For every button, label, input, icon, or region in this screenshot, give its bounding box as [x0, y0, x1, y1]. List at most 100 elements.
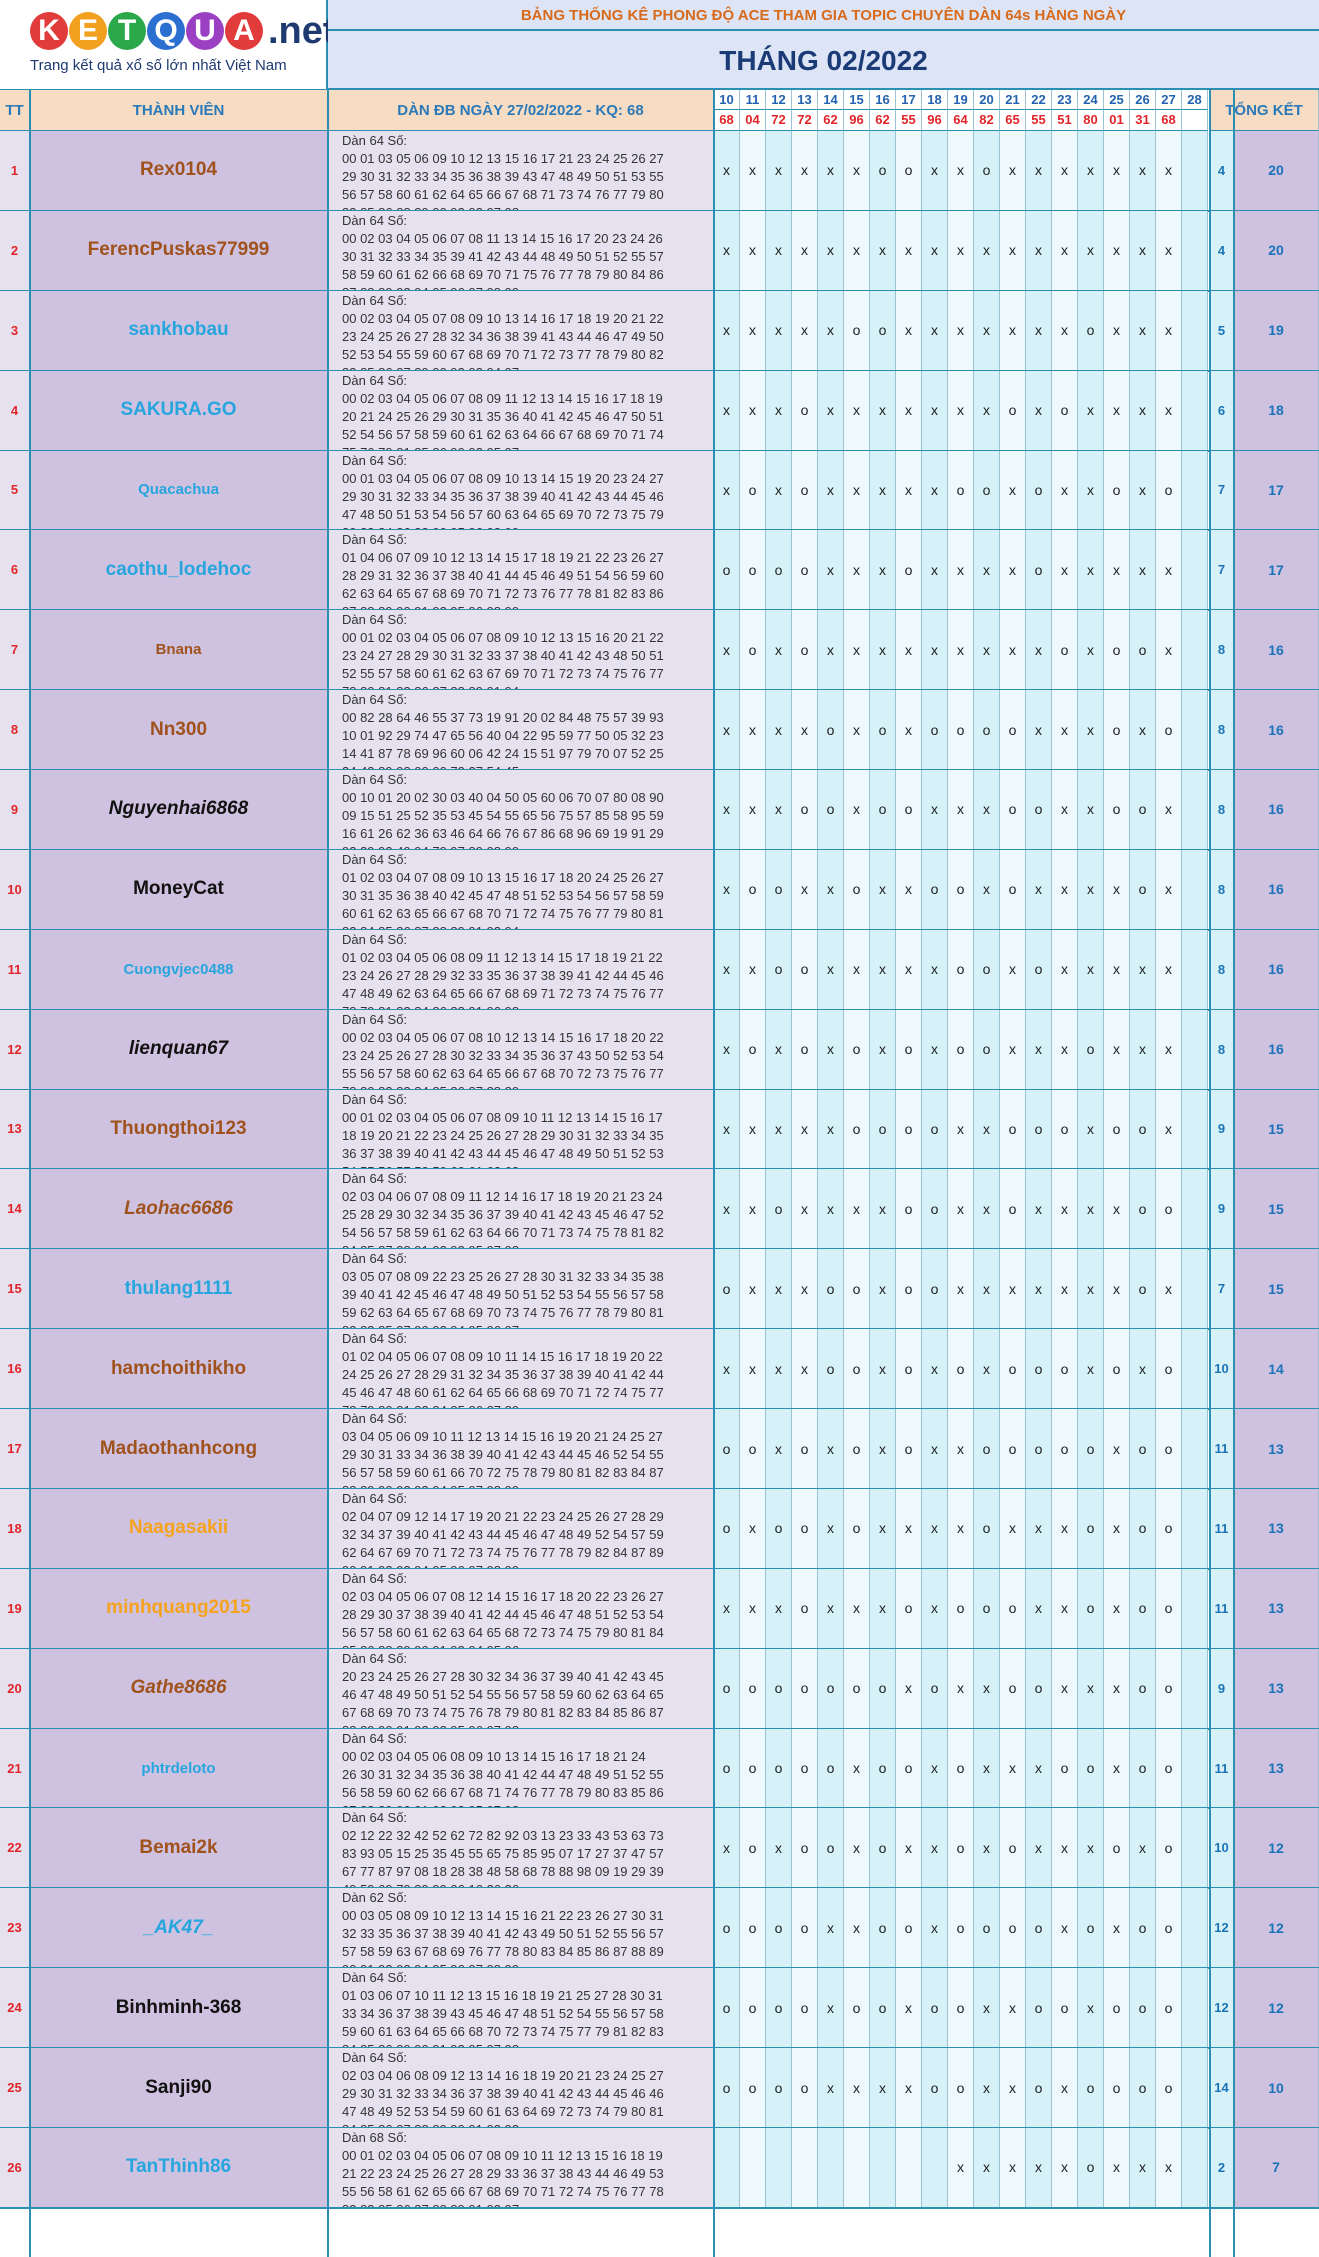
- member-name[interactable]: Sanji90: [30, 2048, 328, 2128]
- number-set: Dàn 64 Số: 01 02 04 05 06 07 08 09 10 11 …: [328, 1329, 714, 1410]
- member-name[interactable]: Quacachua: [30, 450, 328, 531]
- result-mark: x: [1026, 1808, 1052, 1889]
- member-name[interactable]: phtrdeloto: [30, 1728, 328, 1809]
- result-mark: x: [1078, 370, 1104, 451]
- day-header: 23: [1052, 90, 1078, 110]
- member-name[interactable]: minhquang2015: [30, 1568, 328, 1649]
- result-mark: x: [844, 929, 870, 1010]
- member-name[interactable]: SAKURA.GO: [30, 370, 328, 451]
- result-mark: x: [1130, 2128, 1156, 2208]
- member-name[interactable]: FerencPuskas77999: [30, 210, 328, 291]
- miss-count: 8: [1210, 690, 1234, 771]
- result-mark: x: [766, 450, 792, 531]
- result-mark: x: [844, 610, 870, 691]
- result-mark: o: [1104, 1968, 1130, 2049]
- member-name[interactable]: Naagasakii: [30, 1488, 328, 1569]
- member-name[interactable]: hamchoithikho: [30, 1329, 328, 1410]
- result-mark: x: [1026, 1728, 1052, 1809]
- number-set-line: 87 88 89 90 91 93 95 96 98 99: [342, 603, 713, 609]
- result-mark: o: [766, 2048, 792, 2128]
- result-mark: o: [896, 1169, 922, 1250]
- number-set-line: 09 15 51 25 52 35 53 45 54 55 65 56 75 5…: [342, 808, 664, 824]
- result-mark: o: [1078, 1568, 1104, 1649]
- logo-net: .net: [268, 9, 336, 52]
- member-name[interactable]: Gathe8686: [30, 1648, 328, 1729]
- member-name[interactable]: TanThinh86: [30, 2128, 328, 2208]
- number-set-line: 59 62 63 64 65 67 68 69 70 73 74 75 76 7…: [342, 1305, 664, 1321]
- result-mark: x: [714, 770, 740, 850]
- member-name[interactable]: sankhobau: [30, 290, 328, 371]
- member-name[interactable]: Binhminh-368: [30, 1968, 328, 2049]
- result-mark: [1182, 131, 1208, 211]
- result-mark: x: [1026, 690, 1052, 771]
- result-mark: o: [948, 1808, 974, 1889]
- result-mark: x: [1000, 1968, 1026, 2049]
- day-result: [1182, 110, 1208, 131]
- result-mark: x: [766, 690, 792, 771]
- member-name[interactable]: Madaothanhcong: [30, 1409, 328, 1489]
- result-mark: o: [1156, 1968, 1182, 2049]
- result-mark: x: [896, 2048, 922, 2128]
- result-mark: x: [740, 770, 766, 850]
- result-mark: x: [1130, 929, 1156, 1010]
- member-name[interactable]: Bemai2k: [30, 1808, 328, 1889]
- result-mark: x: [1000, 2128, 1026, 2208]
- result-mark: o: [792, 1648, 818, 1729]
- member-name[interactable]: caothu_lodehoc: [30, 530, 328, 611]
- result-mark: o: [1026, 1968, 1052, 2049]
- member-name[interactable]: Bnana: [30, 610, 328, 691]
- member-name[interactable]: Cuongvjec0488: [30, 929, 328, 1010]
- member-name[interactable]: Rex0104: [30, 131, 328, 211]
- member-name[interactable]: Nn300: [30, 690, 328, 771]
- result-mark: x: [740, 1488, 766, 1569]
- result-mark: [1182, 610, 1208, 691]
- number-set-line: 01 02 03 04 05 06 08 09 11 12 13 14 15 1…: [342, 949, 663, 965]
- result-mark: x: [818, 1169, 844, 1250]
- member-name[interactable]: Laohac6686: [30, 1169, 328, 1250]
- number-set-line: 36 37 38 39 40 41 42 43 44 45 46 47 48 4…: [342, 1145, 664, 1161]
- result-mark: x: [974, 2048, 1000, 2128]
- result-mark: o: [844, 1089, 870, 1170]
- result-mark: o: [1130, 1488, 1156, 1569]
- number-set-line: Dàn 64 Số:: [342, 1810, 408, 1826]
- result-mark: x: [1052, 1808, 1078, 1889]
- result-mark: x: [870, 929, 896, 1010]
- day-header: 20: [974, 90, 1000, 110]
- result-mark: x: [974, 530, 1000, 611]
- site-logo[interactable]: K E T Q U A .net Trang kết quả xổ số lớn nhất V…: [0, 0, 336, 90]
- member-name[interactable]: lienquan67: [30, 1009, 328, 1090]
- result-mark: o: [792, 1968, 818, 2049]
- result-mark: [1182, 370, 1208, 451]
- number-set-line: 90 91 92 93 94 95 96 97 98 99: [342, 1961, 713, 1967]
- member-name[interactable]: _AK47_: [30, 1888, 328, 1969]
- result-mark: o: [870, 690, 896, 771]
- result-mark: o: [896, 1009, 922, 1090]
- result-mark: x: [922, 1329, 948, 1410]
- result-mark: x: [714, 290, 740, 371]
- member-name[interactable]: Nguyenhai6868: [30, 770, 328, 850]
- number-set-line: Dàn 64 Số:: [342, 1011, 408, 1027]
- result-mark: x: [740, 1169, 766, 1250]
- number-set-line: 00 01 03 05 06 09 10 12 13 15 16 17 21 2…: [342, 151, 664, 166]
- member-name[interactable]: thulang1111: [30, 1249, 328, 1330]
- result-mark: x: [870, 610, 896, 691]
- result-mark: o: [870, 290, 896, 371]
- member-name[interactable]: Thuongthoi123: [30, 1089, 328, 1170]
- result-mark: x: [1078, 690, 1104, 771]
- result-mark: x: [948, 370, 974, 451]
- result-mark: o: [1156, 1568, 1182, 1649]
- row-number: 6: [0, 530, 30, 611]
- result-mark: x: [1000, 530, 1026, 611]
- member-name[interactable]: MoneyCat: [30, 849, 328, 930]
- result-mark: o: [1052, 370, 1078, 451]
- result-mark: [1182, 1089, 1208, 1170]
- result-mark: x: [818, 2048, 844, 2128]
- result-mark: x: [740, 1249, 766, 1330]
- result-mark: o: [1130, 1648, 1156, 1729]
- number-set: Dàn 64 Số: 00 02 03 04 05 06 07 08 09 11 …: [328, 370, 714, 451]
- day-result: 55: [896, 110, 922, 131]
- result-mark: x: [1130, 1329, 1156, 1410]
- result-mark: x: [740, 690, 766, 771]
- header-total: TỔNG KẾT: [1210, 90, 1319, 131]
